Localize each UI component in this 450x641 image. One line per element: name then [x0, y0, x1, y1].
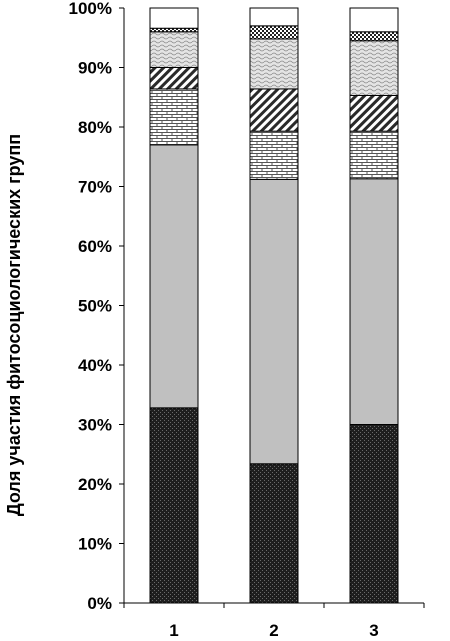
- bar-segment-2-4: [249, 88, 299, 132]
- bar-segment-2-1: [249, 463, 299, 604]
- y-tick-label: 70%: [78, 178, 112, 197]
- y-tick-label: 30%: [78, 416, 112, 435]
- y-tick-label: 80%: [78, 118, 112, 137]
- y-tick-label: 20%: [78, 475, 112, 494]
- y-tick-label: 40%: [78, 356, 112, 375]
- bars: [149, 7, 399, 604]
- x-tick-label: 3: [369, 621, 378, 640]
- bar-segment-3-2: [349, 178, 399, 425]
- y-axis-title: Доля участия фитосоциологических групп: [4, 134, 24, 516]
- bar-segment-3-7: [349, 7, 399, 33]
- bar-segment-1-5: [149, 31, 199, 68]
- x-tick-label: 1: [169, 621, 178, 640]
- bar-segment-1-7: [149, 7, 199, 29]
- bar-segment-3-3: [349, 130, 399, 180]
- y-tick-label: 0%: [87, 594, 112, 613]
- x-axis: 1 2 3: [123, 602, 425, 640]
- x-tick-label: 2: [269, 621, 278, 640]
- y-axis: 0% 10% 20% 30% 40% 50% 60% 70% 80% 90% 100%: [69, 0, 125, 613]
- bar-segment-2-7: [249, 7, 299, 27]
- bar-segment-2-3: [249, 130, 299, 180]
- bar-segment-3-1: [349, 424, 399, 604]
- bar-segment-1-6: [149, 27, 199, 33]
- bar-segment-2-5: [249, 38, 299, 90]
- y-tick-label: 90%: [78, 59, 112, 78]
- bar-segment-1-2: [149, 144, 199, 409]
- bar-segment-3-5: [349, 40, 399, 96]
- y-tick-label: 50%: [78, 297, 112, 316]
- bar-segment-1-4: [149, 67, 199, 90]
- y-tick-label: 10%: [78, 535, 112, 554]
- bar-segment-2-2: [249, 178, 299, 465]
- bar-segment-3-6: [349, 31, 399, 42]
- bar-segment-1-3: [149, 88, 199, 146]
- bar-segment-1-1: [149, 407, 199, 604]
- y-tick-label: 100%: [69, 0, 112, 18]
- y-tick-label: 60%: [78, 237, 112, 256]
- bar-segment-2-6: [249, 25, 299, 40]
- bar-segment-3-4: [349, 94, 399, 132]
